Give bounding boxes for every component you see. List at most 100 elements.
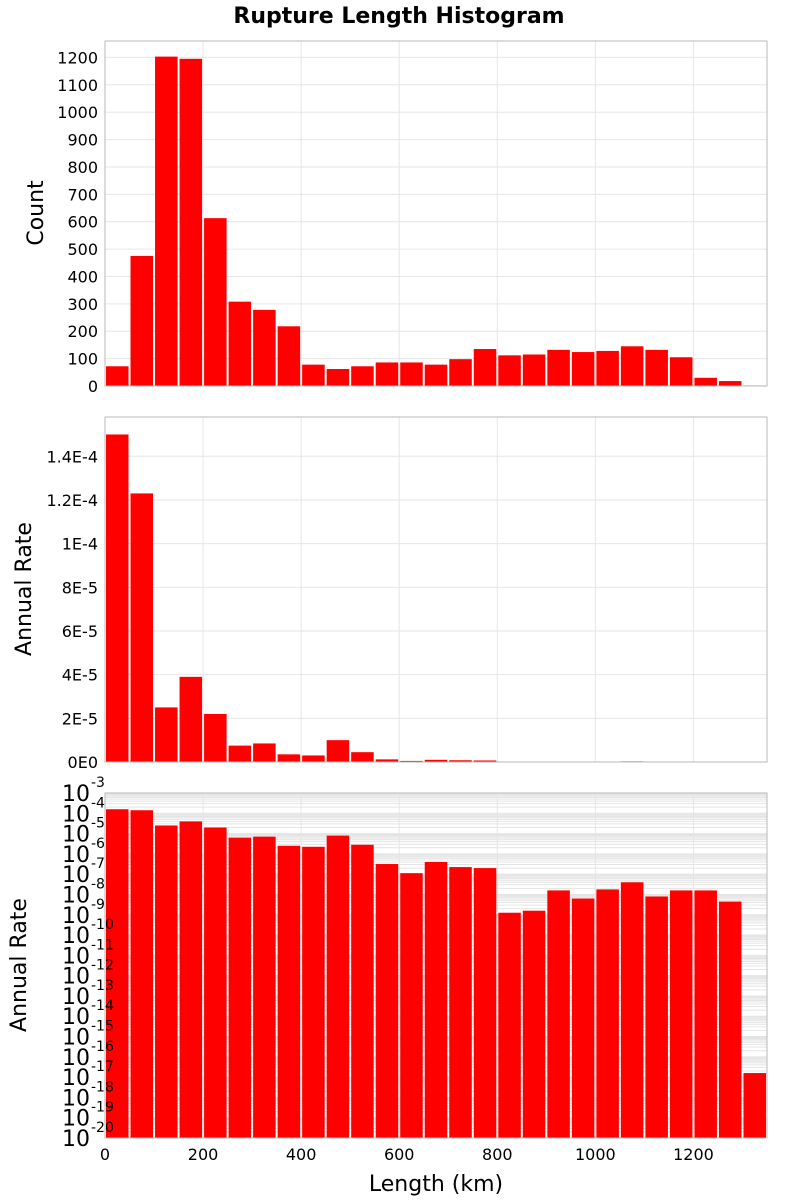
x-tick-label: 600 (384, 1145, 415, 1164)
histogram-bar (228, 745, 252, 762)
x-tick-label: 400 (286, 1145, 317, 1164)
histogram-bar (424, 862, 448, 1138)
y-tick-exponent: -6 (91, 836, 105, 852)
y-tick-exponent: -4 (91, 795, 105, 811)
x-tick-label: 200 (188, 1145, 219, 1164)
histogram-bar (400, 362, 423, 386)
histogram-bar (277, 845, 301, 1138)
y-tick-exponent: -13 (91, 978, 114, 994)
histogram-bar (571, 898, 595, 1138)
histogram-bar (571, 352, 595, 386)
histogram-bar (375, 362, 399, 386)
y-tick-label: 1000 (57, 103, 98, 122)
chart-title: Rupture Length Histogram (233, 4, 564, 29)
histogram-bar (424, 759, 448, 762)
y-tick-label: 10 (62, 965, 90, 990)
histogram-bar (228, 301, 252, 386)
y-tick-label: 800 (67, 158, 98, 177)
histogram-bar (302, 846, 325, 1138)
y-tick-label: 8E-5 (62, 578, 98, 597)
histogram-bar (669, 890, 693, 1138)
histogram-bar (424, 364, 448, 386)
histogram-bar (547, 349, 570, 386)
y-tick-label: 10 (62, 924, 90, 949)
histogram-bar (375, 864, 399, 1138)
y-tick-exponent: -5 (91, 816, 105, 832)
y-tick-label: 10 (62, 1127, 90, 1152)
y-tick-exponent: -9 (91, 897, 105, 913)
y-tick-label: 6E-5 (62, 622, 98, 641)
plot-border (104, 416, 768, 763)
y-tick-label: 10 (62, 1005, 90, 1030)
histogram-bar (400, 760, 423, 762)
histogram-bar (351, 366, 374, 386)
histogram-bar (326, 740, 350, 762)
y-tick-label: 0E0 (68, 753, 98, 772)
histogram-bar (473, 349, 497, 386)
histogram-bar (326, 835, 350, 1138)
histogram-bar (718, 901, 742, 1138)
y-tick-exponent: -17 (91, 1059, 114, 1075)
y-tick-label: 600 (67, 213, 98, 232)
histogram-bar (130, 493, 154, 762)
y-tick-label: 500 (67, 240, 98, 259)
y-tick-label: 700 (67, 185, 98, 204)
histogram-bar (277, 326, 301, 386)
y-tick-label: 10 (62, 1046, 90, 1071)
histogram-bar (596, 889, 619, 1138)
histogram-bar (351, 752, 374, 762)
histogram-bar (179, 821, 203, 1138)
histogram-bar (302, 364, 325, 386)
histogram-bar (204, 827, 227, 1138)
y-tick-label: 1.4E-4 (46, 447, 98, 466)
histogram-bar (645, 349, 668, 386)
histogram-bar (449, 867, 472, 1138)
y-tick-exponent: -8 (91, 876, 105, 892)
y-tick-exponent: -16 (91, 1039, 114, 1055)
histogram-bar (498, 912, 521, 1138)
y-tick-label: 10 (62, 904, 90, 929)
histogram-bar (253, 743, 276, 762)
histogram-bar (473, 760, 497, 762)
x-axis-label: Length (km) (369, 1172, 503, 1197)
count-histogram-panel: 0 100 200 300 400 500 600 700 800 900 1000 1100 1200 (57, 40, 768, 396)
y-tick-label: 4E-5 (62, 666, 98, 685)
y-tick-exponent: -19 (91, 1100, 114, 1116)
y-tick-label: 1200 (57, 48, 98, 67)
histogram-bar (277, 754, 301, 762)
log-annual-rate-histogram-panel: 10-310-410-510-610-710-810-910-1010-1110… (62, 775, 768, 1164)
annual-rate-axis-label: Annual Rate (12, 522, 37, 656)
y-tick-label: 2E-5 (62, 709, 98, 728)
histogram-bar (694, 890, 717, 1138)
y-tick-label: 10 (62, 883, 90, 908)
plot-border (104, 792, 768, 1139)
histogram-bar (473, 868, 497, 1138)
x-tick-label: 1200 (673, 1145, 714, 1164)
y-tick-exponent: -10 (91, 917, 114, 933)
histogram-bar (694, 377, 717, 386)
histogram-bar (596, 350, 619, 386)
histogram-bar (620, 882, 644, 1138)
y-tick-exponent: -12 (91, 958, 114, 974)
histogram-bar (155, 56, 178, 386)
histogram-bar (204, 218, 227, 386)
plot-border (104, 40, 768, 387)
histogram-bar (106, 809, 129, 1138)
histogram-bar (179, 676, 203, 762)
histogram-bar (326, 369, 350, 386)
y-tick-exponent: -11 (91, 937, 114, 953)
y-tick-label: 10 (62, 782, 90, 807)
y-tick-label: 1.2E-4 (46, 491, 98, 510)
histogram-bar (620, 346, 644, 386)
y-tick-exponent: -7 (91, 856, 105, 872)
histogram-bar (106, 434, 129, 762)
histogram-bar (449, 359, 472, 386)
y-tick-label: 100 (67, 350, 98, 369)
histogram-bar (155, 825, 178, 1138)
histogram-bar (743, 1073, 766, 1138)
y-tick-label: 10 (62, 802, 90, 827)
y-tick-exponent: -3 (91, 775, 105, 791)
histogram-bar (400, 873, 423, 1138)
plot-area (105, 417, 767, 762)
